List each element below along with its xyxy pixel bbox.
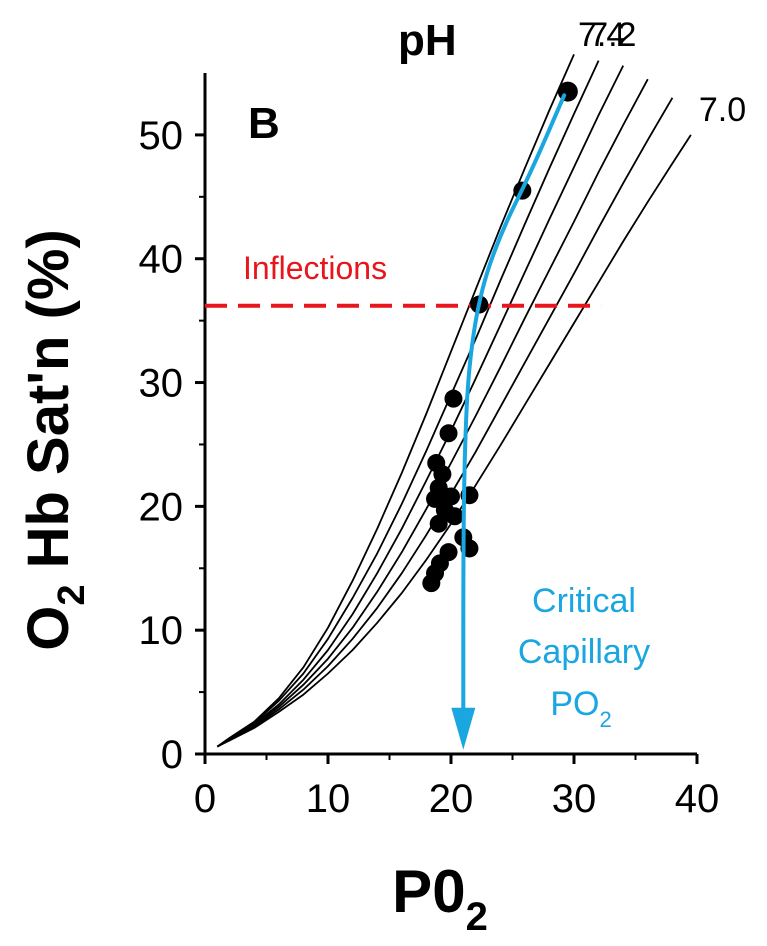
x-axis-title: P02 bbox=[392, 858, 488, 939]
data-point bbox=[439, 424, 458, 443]
ph-curve-3 bbox=[216, 65, 625, 748]
ph-curve-label: 7.4 bbox=[578, 16, 625, 54]
y-axis-title-sub: 2 bbox=[51, 585, 93, 606]
ph-curve-4 bbox=[216, 78, 649, 748]
data-point bbox=[422, 574, 441, 593]
x-axis-title-sub: 2 bbox=[466, 895, 488, 939]
critical-arrow-shaft bbox=[461, 93, 567, 733]
data-point bbox=[445, 507, 464, 526]
y-tick-label: 10 bbox=[139, 609, 184, 653]
y-tick-label: 0 bbox=[161, 733, 183, 777]
critical-po2-arrow bbox=[451, 93, 567, 750]
critical-label-line-1: Critical bbox=[532, 582, 636, 620]
critical-label-line-3: PO2 bbox=[550, 685, 611, 732]
y-tick-label: 50 bbox=[139, 114, 184, 158]
inflection-label: Inflections bbox=[243, 250, 387, 286]
x-tick-label: 40 bbox=[675, 777, 720, 821]
data-point bbox=[429, 514, 448, 533]
x-tick-label: 0 bbox=[194, 777, 216, 821]
panel-label: B bbox=[248, 99, 280, 148]
y-tick-label: 40 bbox=[139, 238, 184, 282]
y-axis-title: O2 Hb Sat'n (%) bbox=[16, 229, 93, 651]
ph-curve-1 bbox=[216, 54, 575, 748]
ph-curve-label: 7.2 bbox=[589, 16, 636, 54]
critical-label: Critical Capillary PO2 bbox=[518, 582, 650, 732]
x-ticks: 0 10 20 30 40 bbox=[194, 754, 719, 821]
data-point bbox=[433, 465, 452, 484]
critical-label-line-2: Capillary bbox=[518, 633, 650, 671]
y-ticks: 0 10 20 30 40 50 bbox=[139, 114, 205, 777]
y-tick-label: 30 bbox=[139, 362, 184, 406]
ph-curve-label: 7.0 bbox=[699, 91, 746, 129]
critical-label-po: PO bbox=[550, 685, 599, 723]
critical-arrow-head bbox=[451, 707, 476, 750]
y-axis-title-rest: Hb Sat'n (%) bbox=[16, 229, 81, 584]
ph-curve-2 bbox=[216, 60, 600, 748]
ph-curves: 7.47.2 7.0 bbox=[216, 16, 746, 748]
y-axis-title-o: O bbox=[16, 606, 81, 651]
x-tick-label: 10 bbox=[306, 777, 351, 821]
data-points bbox=[422, 81, 578, 593]
x-tick-label: 20 bbox=[429, 777, 474, 821]
x-tick-label: 30 bbox=[552, 777, 597, 821]
y-tick-label: 20 bbox=[139, 485, 184, 529]
x-axis-title-main: P0 bbox=[392, 858, 465, 925]
data-point bbox=[444, 389, 463, 408]
data-point bbox=[442, 487, 460, 506]
ph-header: pH bbox=[398, 16, 457, 65]
critical-label-sub: 2 bbox=[599, 707, 611, 732]
